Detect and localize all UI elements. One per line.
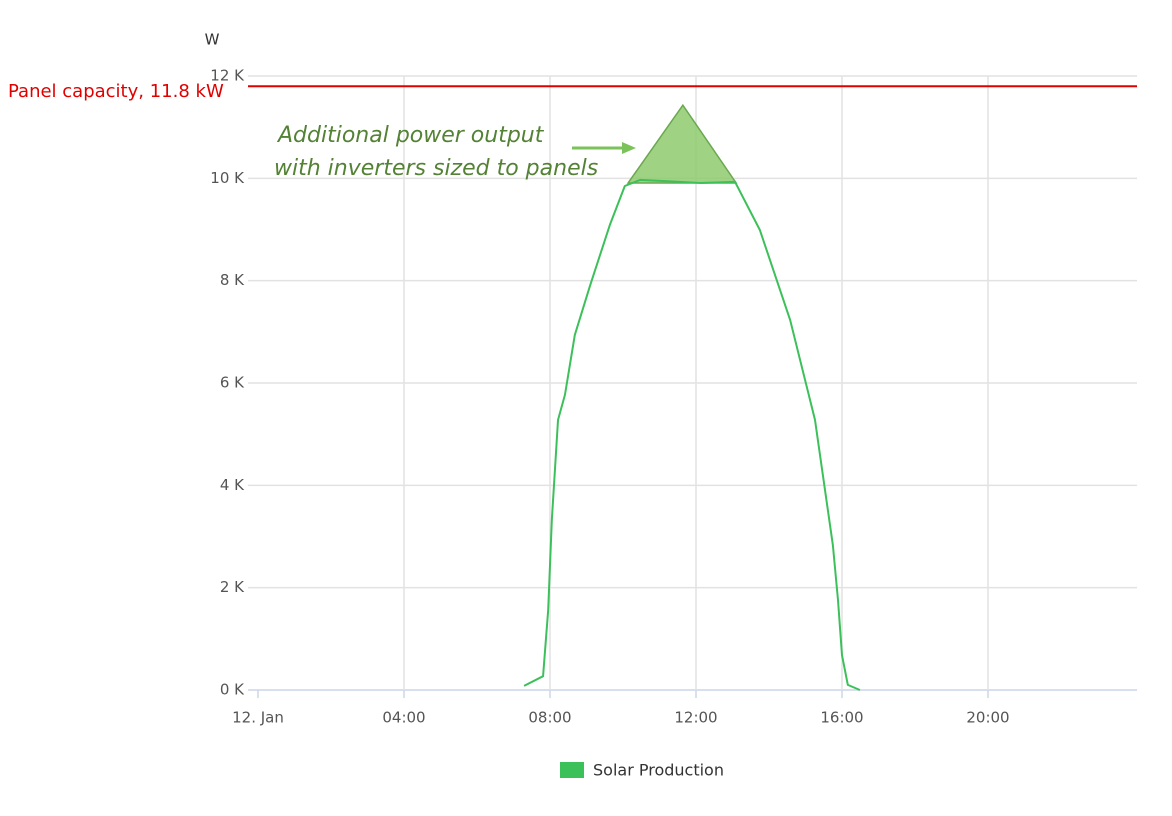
y-tick-label: 2 K — [220, 578, 245, 596]
legend-swatch — [560, 762, 584, 778]
x-tick-label: 04:00 — [382, 709, 425, 727]
y-tick-label: 0 K — [220, 681, 245, 699]
y-tick-label: 12 K — [210, 67, 245, 85]
x-tick-label: 08:00 — [528, 709, 571, 727]
annotation-arrowhead — [622, 142, 636, 154]
legend-label: Solar Production — [593, 761, 724, 780]
annotation-text: with inverters sized to panels — [274, 156, 598, 181]
series-line — [523, 178, 861, 691]
annotation-text: Additional power output — [276, 123, 545, 148]
y-tick-label: 8 K — [220, 271, 245, 289]
x-tick-label: 20:00 — [966, 709, 1009, 727]
annotation-region — [626, 103, 738, 184]
y-axis-label: W — [205, 31, 220, 49]
x-tick-label: 16:00 — [820, 709, 863, 727]
y-tick-label: 4 K — [220, 476, 245, 494]
reference-label: Panel capacity, 11.8 kW — [8, 81, 224, 102]
y-tick-label: 6 K — [220, 374, 245, 392]
x-tick-label: 12. Jan — [232, 709, 284, 727]
x-tick-label: 12:00 — [674, 709, 717, 727]
y-tick-label: 10 K — [210, 169, 245, 187]
